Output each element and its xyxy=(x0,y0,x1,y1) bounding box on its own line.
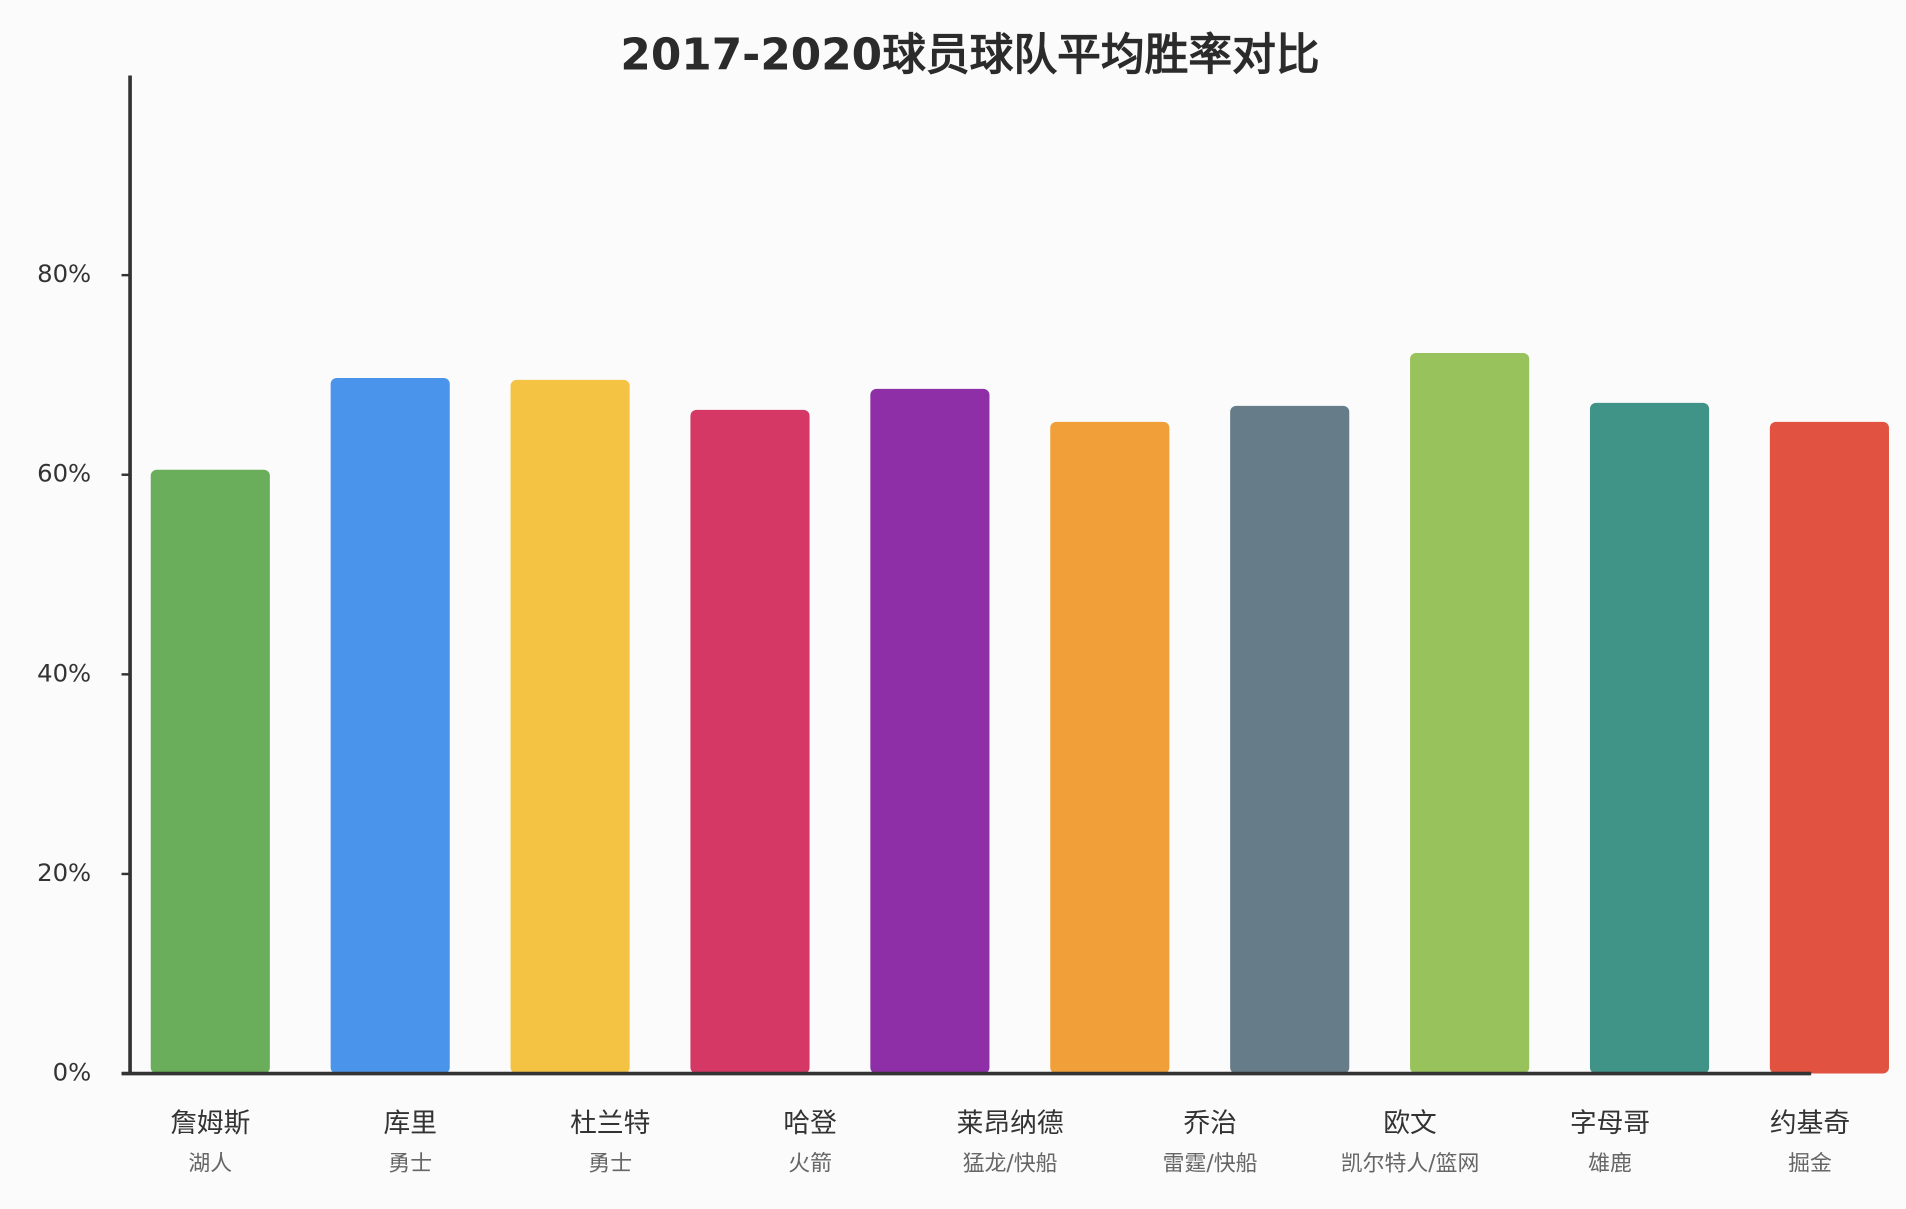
y-tick-label: 80% xyxy=(37,259,91,288)
x-tick-label: 杜兰特 xyxy=(570,1108,650,1139)
x-tick-sublabel: 湖人 xyxy=(188,1152,232,1177)
bar xyxy=(510,379,630,1074)
x-tick-label: 詹姆斯 xyxy=(170,1108,250,1139)
x-tick-label: 哈登 xyxy=(783,1108,836,1139)
y-tick-label: 60% xyxy=(37,459,91,488)
bar xyxy=(150,469,270,1074)
x-tick-label: 字母哥 xyxy=(1570,1108,1650,1139)
bar xyxy=(690,409,810,1074)
x-tick-sublabel: 火箭 xyxy=(788,1152,832,1177)
bar xyxy=(1769,421,1889,1074)
bar xyxy=(1589,402,1710,1074)
x-tick-label: 约基奇 xyxy=(1770,1108,1850,1139)
x-tick-sublabel: 掘金 xyxy=(1788,1152,1832,1177)
x-tick-sublabel: 雄鹿 xyxy=(1588,1152,1632,1177)
bar xyxy=(1230,405,1350,1074)
x-tick-label: 欧文 xyxy=(1383,1108,1436,1139)
y-tick-label: 40% xyxy=(37,658,91,687)
x-tick-sublabel: 勇士 xyxy=(388,1152,432,1177)
chart-title: 2017-2020球员球队平均胜率对比 xyxy=(620,29,1319,80)
x-tick-label: 库里 xyxy=(384,1108,437,1139)
x-tick-label: 莱昂纳德 xyxy=(957,1108,1064,1139)
bar xyxy=(1050,421,1170,1074)
x-tick-sublabel: 雷霆/快船 xyxy=(1163,1152,1258,1177)
y-tick-label: 0% xyxy=(53,1058,92,1087)
bar xyxy=(870,388,990,1074)
x-tick-label: 乔治 xyxy=(1183,1108,1236,1139)
y-tick-label: 20% xyxy=(37,858,91,887)
bar xyxy=(1410,352,1530,1074)
x-tick-sublabel: 凯尔特人/篮网 xyxy=(1341,1152,1480,1177)
x-tick-sublabel: 勇士 xyxy=(588,1152,632,1177)
x-tick-sublabel: 猛龙/快船 xyxy=(963,1152,1058,1177)
bar xyxy=(330,377,450,1074)
